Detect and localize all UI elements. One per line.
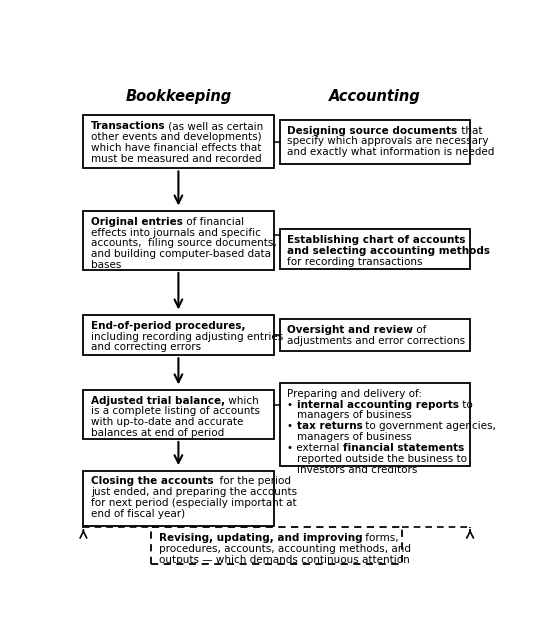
Text: reported outside the business to: reported outside the business to bbox=[296, 454, 467, 464]
Text: other events and developments): other events and developments) bbox=[91, 132, 261, 142]
Text: •: • bbox=[287, 399, 296, 410]
Text: to: to bbox=[458, 399, 472, 410]
Text: just ended, and preparing the accounts: just ended, and preparing the accounts bbox=[91, 487, 297, 497]
Text: for recording transactions: for recording transactions bbox=[287, 257, 423, 267]
Text: bases: bases bbox=[91, 260, 121, 270]
Text: and correcting errors: and correcting errors bbox=[91, 342, 201, 353]
Text: Oversight and review: Oversight and review bbox=[287, 325, 414, 335]
Text: end of fiscal year): end of fiscal year) bbox=[91, 509, 185, 519]
Text: including recording adjusting entries: including recording adjusting entries bbox=[91, 332, 283, 342]
Text: and exactly what information is needed: and exactly what information is needed bbox=[287, 147, 495, 157]
Text: (as well as certain: (as well as certain bbox=[165, 121, 264, 131]
Text: Closing the accounts: Closing the accounts bbox=[91, 476, 213, 486]
Text: Establishing chart of accounts: Establishing chart of accounts bbox=[287, 235, 466, 245]
Text: • external: • external bbox=[287, 443, 343, 453]
Text: financial statements: financial statements bbox=[343, 443, 464, 453]
Text: Original entries: Original entries bbox=[91, 217, 183, 227]
Text: for next period (especially important at: for next period (especially important at bbox=[91, 498, 296, 508]
Text: specify which approvals are necessary: specify which approvals are necessary bbox=[287, 136, 489, 147]
Text: Adjusted trial balance,: Adjusted trial balance, bbox=[91, 396, 225, 406]
Text: is a complete listing of accounts: is a complete listing of accounts bbox=[91, 406, 260, 417]
Text: outputs — which demands continuous attention: outputs — which demands continuous atten… bbox=[159, 555, 409, 565]
Bar bbox=[280, 120, 470, 164]
Text: End-of-period procedures,: End-of-period procedures, bbox=[91, 321, 245, 331]
Text: Accounting: Accounting bbox=[329, 89, 421, 104]
Text: Revising, updating, and improving: Revising, updating, and improving bbox=[159, 533, 362, 543]
Text: and building computer-based data: and building computer-based data bbox=[91, 249, 271, 259]
Text: internal accounting reports: internal accounting reports bbox=[296, 399, 458, 410]
Text: which have financial effects that: which have financial effects that bbox=[91, 143, 261, 153]
Text: procedures, accounts, accounting methods, and: procedures, accounts, accounting methods… bbox=[159, 544, 411, 554]
Text: •: • bbox=[287, 421, 296, 431]
Text: managers of business: managers of business bbox=[296, 432, 411, 442]
Text: which: which bbox=[225, 396, 259, 406]
Bar bbox=[280, 229, 470, 269]
Text: Designing source documents: Designing source documents bbox=[287, 125, 458, 136]
Text: for the period: for the period bbox=[213, 476, 292, 486]
Bar bbox=[83, 470, 274, 525]
Text: balances at end of period: balances at end of period bbox=[91, 428, 224, 438]
Bar bbox=[280, 319, 470, 351]
Text: adjustments and error corrections: adjustments and error corrections bbox=[287, 336, 465, 346]
Text: managers of business: managers of business bbox=[296, 410, 411, 420]
Bar bbox=[151, 527, 402, 564]
Text: Preparing and delivery of:: Preparing and delivery of: bbox=[287, 388, 422, 399]
Bar bbox=[83, 390, 274, 439]
Text: of: of bbox=[414, 325, 427, 335]
Text: to government agencies,: to government agencies, bbox=[362, 421, 496, 431]
Bar bbox=[280, 383, 470, 466]
Bar bbox=[83, 115, 274, 168]
Text: effects into journals and specific: effects into journals and specific bbox=[91, 228, 261, 237]
Text: tax returns: tax returns bbox=[296, 421, 362, 431]
Text: with up-to-date and accurate: with up-to-date and accurate bbox=[91, 417, 243, 428]
Bar bbox=[83, 315, 274, 355]
Text: investors and creditors: investors and creditors bbox=[296, 465, 417, 475]
Text: must be measured and recorded: must be measured and recorded bbox=[91, 154, 261, 164]
Text: accounts,  filing source documents,: accounts, filing source documents, bbox=[91, 239, 276, 248]
Text: and selecting accounting methods: and selecting accounting methods bbox=[287, 246, 490, 256]
Text: forms,: forms, bbox=[362, 533, 399, 543]
Text: Transactions: Transactions bbox=[91, 121, 165, 131]
Text: of financial: of financial bbox=[183, 217, 244, 227]
Text: that: that bbox=[458, 125, 482, 136]
Bar bbox=[83, 211, 274, 270]
Text: Bookkeeping: Bookkeeping bbox=[125, 89, 232, 104]
